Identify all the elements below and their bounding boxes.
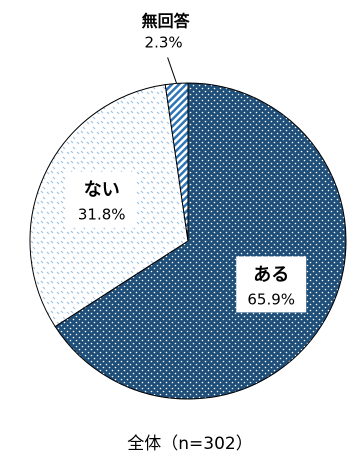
slice-value-label: 65.9% [247, 290, 295, 308]
slice-category-label: 無回答 [142, 11, 191, 30]
slice-label-box [66, 171, 137, 228]
slice-label-2: ない 31.8% [66, 171, 137, 228]
slice-label-1: ある 65.9% [236, 256, 307, 313]
slice-value-label: 31.8% [78, 206, 126, 224]
pie-labels: ある 65.9% ない 31.8% 無回答 2.3% [66, 11, 307, 313]
pie-slices [29, 82, 347, 400]
slice-label-box [236, 256, 307, 313]
leader-line [167, 57, 178, 84]
chart-footer: 全体（n=302） [127, 434, 252, 454]
pie-slice-1 [54, 82, 347, 400]
slice-category-label: ない [84, 180, 120, 201]
slice-value-label: 2.3% [145, 33, 183, 51]
slice-category-label: ある [253, 264, 289, 285]
